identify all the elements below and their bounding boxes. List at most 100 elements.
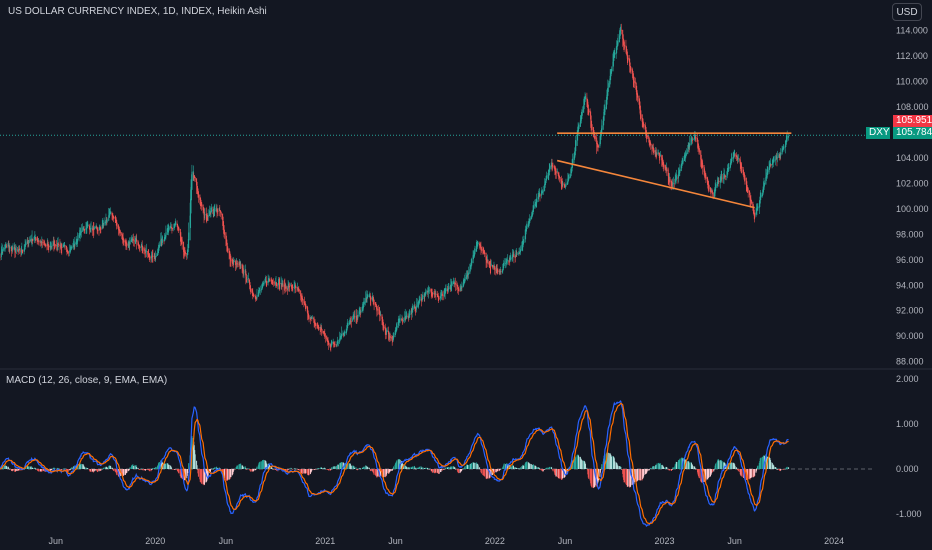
candle-body — [637, 93, 639, 98]
candle-body — [98, 229, 100, 231]
macd-histogram-bar — [331, 467, 333, 469]
candle-body — [620, 29, 622, 31]
candle-body — [505, 263, 507, 265]
macd-histogram-bar — [187, 469, 189, 474]
macd-histogram-bar — [153, 467, 155, 469]
candle-body — [97, 228, 99, 232]
candle-body — [514, 255, 516, 258]
candle-body — [447, 289, 449, 292]
candle-body — [460, 288, 462, 289]
candle-body — [773, 158, 775, 163]
macd-histogram-bar — [428, 468, 430, 469]
candle-body — [503, 261, 505, 266]
macd-histogram-bar — [227, 469, 229, 480]
macd-histogram-bar — [471, 462, 473, 469]
time-axis-tick: 2020 — [145, 536, 165, 546]
candle-body — [350, 321, 352, 323]
macd-histogram-bar — [100, 469, 102, 471]
macd-histogram-bar — [419, 466, 421, 469]
macd-histogram-bar — [555, 469, 557, 477]
macd-histogram-bar — [755, 469, 757, 473]
macd-histogram-bar — [392, 469, 394, 470]
candle-body — [780, 153, 782, 156]
candle-body — [66, 247, 68, 252]
macd-histogram-bar — [34, 468, 36, 469]
macd-histogram-bar — [668, 469, 670, 471]
macd-histogram-bar — [734, 466, 736, 469]
candle-body — [340, 336, 342, 338]
candle-body — [165, 232, 167, 238]
macd-histogram-bar — [380, 469, 382, 476]
macd-histogram-bar — [406, 466, 408, 469]
macd-histogram-bar — [458, 469, 460, 474]
candle-body — [243, 271, 245, 273]
candle-body — [547, 174, 549, 177]
candle-body — [422, 294, 424, 299]
candle-body — [132, 239, 134, 241]
candle-body — [463, 282, 465, 286]
candle-body — [519, 249, 521, 253]
macd-histogram-bar — [25, 466, 27, 469]
macd-histogram-bar — [321, 468, 323, 469]
chart-title: US DOLLAR CURRENCY INDEX, 1D, INDEX, Hei… — [8, 6, 267, 17]
candle-body — [157, 251, 159, 255]
macd-histogram-bar — [298, 469, 300, 471]
macd-histogram-bar — [754, 469, 756, 476]
macd-histogram-bar — [698, 469, 700, 479]
candle-body — [297, 287, 299, 290]
macd-histogram-bar — [253, 469, 255, 471]
candle-body — [484, 251, 486, 255]
candle-body — [727, 166, 729, 172]
macd-histogram-bar — [669, 469, 671, 471]
candle-body — [521, 244, 523, 251]
candle-body — [28, 239, 30, 243]
candle-body — [427, 291, 429, 293]
macd-histogram-bar — [383, 469, 385, 478]
macd-histogram-bar — [461, 469, 463, 471]
candle-body — [611, 68, 613, 74]
candle-body — [100, 228, 102, 230]
candle-body — [672, 183, 674, 185]
candle-body — [542, 190, 544, 193]
candle-body — [93, 227, 95, 230]
candle-body — [532, 205, 534, 212]
candle-body — [497, 269, 499, 272]
candle-body — [131, 239, 133, 241]
macd-histogram-bar — [393, 466, 395, 469]
candle-body — [477, 243, 479, 245]
candle-body — [367, 294, 369, 299]
candle-body — [341, 333, 343, 338]
candle-body — [123, 238, 125, 243]
candle-body — [113, 217, 115, 219]
macd-histogram-bar — [435, 469, 437, 473]
macd-histogram-bar — [627, 469, 629, 487]
candle-body — [142, 247, 144, 251]
candle-body — [337, 342, 339, 344]
macd-histogram-bar — [672, 467, 674, 469]
candle-body — [625, 46, 627, 52]
candle-body — [46, 245, 48, 247]
candle-body — [518, 253, 520, 255]
candle-body — [399, 318, 401, 321]
macd-histogram-bar — [479, 467, 481, 469]
macd-histogram-bar — [529, 463, 531, 469]
candle-body — [343, 333, 345, 335]
macd-histogram-bar — [776, 469, 778, 470]
candle-body — [236, 263, 238, 265]
candle-body — [320, 328, 322, 330]
macd-histogram-bar — [38, 469, 40, 472]
macd-histogram-bar — [136, 466, 138, 469]
candle-body — [419, 298, 421, 303]
macd-histogram-bar — [414, 465, 416, 469]
currency-button[interactable]: USD — [892, 3, 922, 21]
candle-body — [640, 110, 642, 119]
candle-body — [653, 148, 655, 153]
macd-histogram-bar — [519, 467, 521, 469]
candle-body — [411, 312, 413, 314]
candle-body — [360, 311, 362, 313]
candle-body — [376, 308, 378, 311]
candle-body — [711, 190, 713, 195]
macd-histogram-bar — [695, 469, 697, 470]
macd-histogram-bar — [140, 469, 142, 470]
